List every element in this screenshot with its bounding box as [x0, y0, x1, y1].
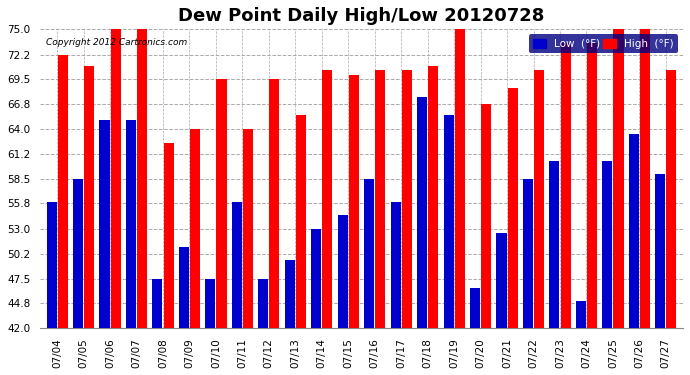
Bar — [110, 29, 121, 328]
Bar — [391, 201, 401, 328]
Bar — [534, 70, 544, 328]
Bar — [508, 88, 518, 328]
Legend: Low  (°F), High  (°F): Low (°F), High (°F) — [529, 34, 678, 53]
Bar — [311, 229, 322, 328]
Bar — [640, 29, 650, 328]
Bar — [587, 43, 597, 328]
Bar — [364, 179, 374, 328]
Bar — [549, 161, 560, 328]
Bar — [629, 134, 639, 328]
Bar — [523, 179, 533, 328]
Bar — [560, 43, 571, 328]
Bar — [455, 29, 464, 328]
Text: Copyright 2012 Cartronics.com: Copyright 2012 Cartronics.com — [46, 38, 188, 47]
Bar — [296, 116, 306, 328]
Bar — [444, 116, 453, 328]
Bar — [375, 70, 385, 328]
Bar — [84, 66, 94, 328]
Bar — [656, 174, 665, 328]
Bar — [243, 129, 253, 328]
Bar — [217, 79, 226, 328]
Bar — [322, 70, 333, 328]
Bar — [497, 233, 506, 328]
Bar — [179, 247, 189, 328]
Bar — [164, 142, 174, 328]
Bar — [481, 104, 491, 328]
Bar — [348, 75, 359, 328]
Bar — [126, 120, 136, 328]
Bar — [152, 279, 162, 328]
Title: Dew Point Daily High/Low 20120728: Dew Point Daily High/Low 20120728 — [178, 7, 544, 25]
Bar — [337, 215, 348, 328]
Bar — [99, 120, 110, 328]
Bar — [285, 261, 295, 328]
Bar — [73, 179, 83, 328]
Bar — [470, 288, 480, 328]
Bar — [269, 79, 279, 328]
Bar — [232, 201, 242, 328]
Bar — [602, 161, 613, 328]
Bar — [613, 29, 624, 328]
Bar — [576, 301, 586, 328]
Bar — [46, 201, 57, 328]
Bar — [667, 70, 676, 328]
Bar — [402, 70, 412, 328]
Bar — [190, 129, 200, 328]
Bar — [206, 279, 215, 328]
Bar — [58, 55, 68, 328]
Bar — [428, 66, 438, 328]
Bar — [417, 97, 427, 328]
Bar — [258, 279, 268, 328]
Bar — [137, 29, 147, 328]
